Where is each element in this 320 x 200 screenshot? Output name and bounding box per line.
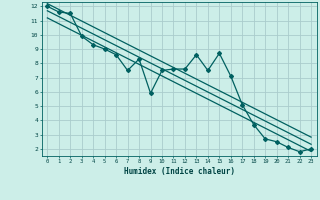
X-axis label: Humidex (Indice chaleur): Humidex (Indice chaleur) [124, 167, 235, 176]
